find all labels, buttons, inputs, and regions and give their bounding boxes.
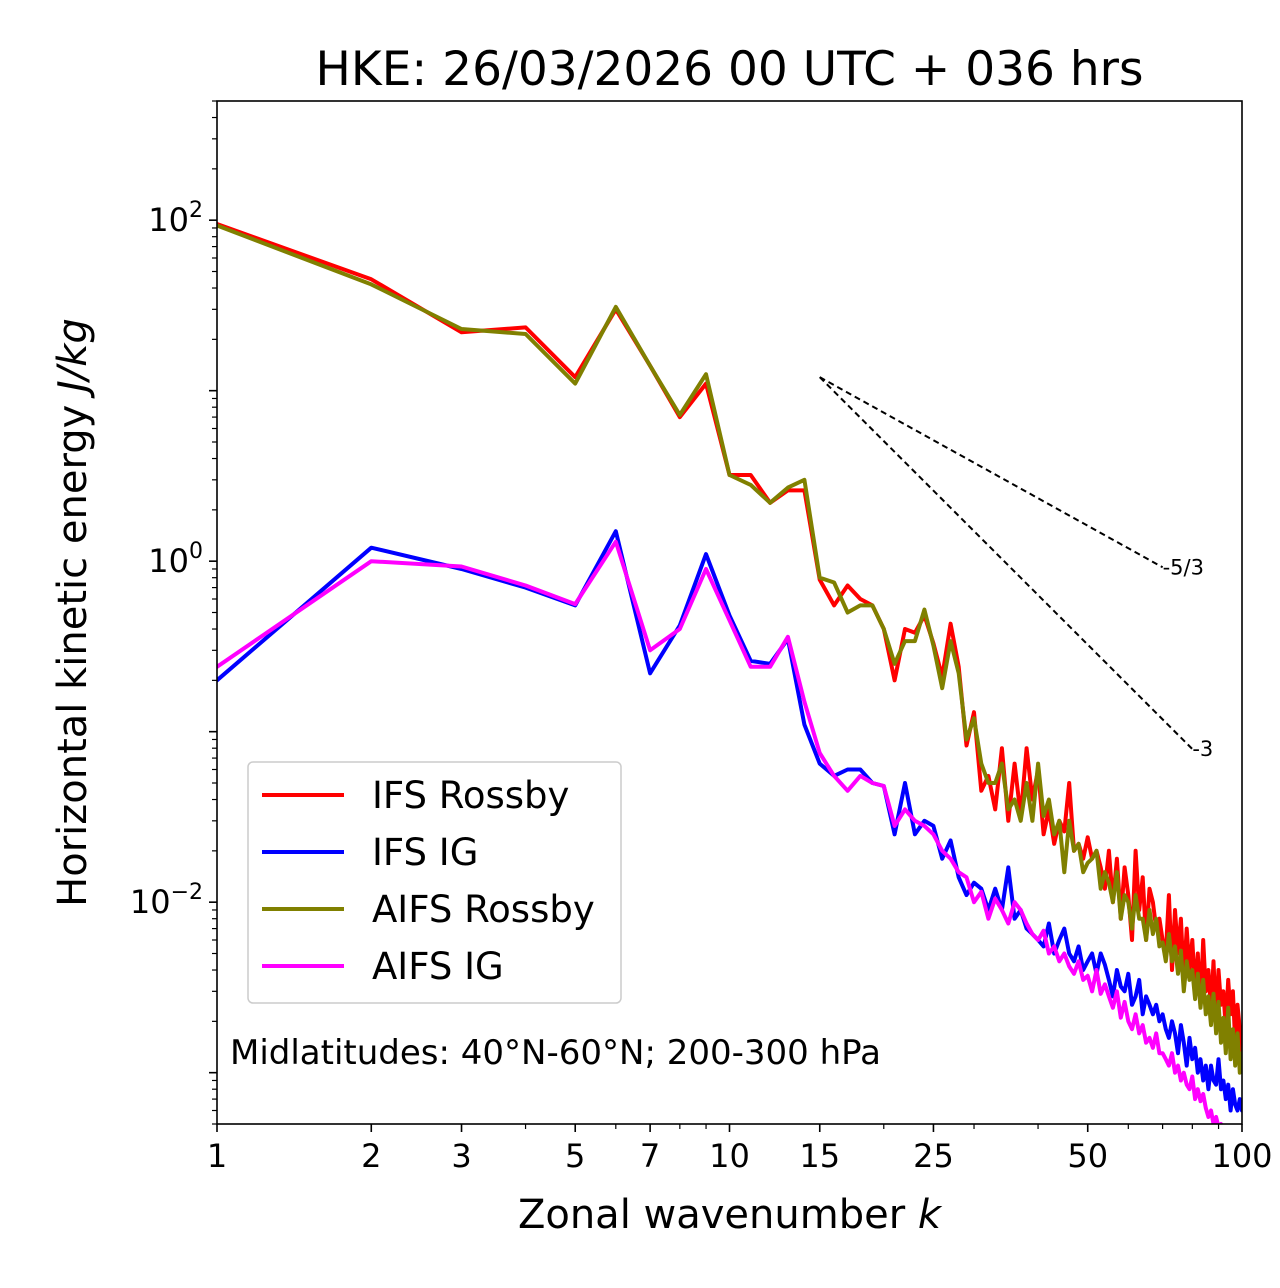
- y-tick-label-3: 10−2: [130, 880, 203, 921]
- x-axis-label: Zonal wavenumber k: [518, 1192, 943, 1238]
- x-tick-label-6: 10: [709, 1137, 750, 1175]
- legend: IFS Rossby IFS IG AIFS Rossby AIFS IG: [247, 761, 622, 1004]
- legend-label-4: AIFS IG: [372, 945, 504, 988]
- x-tick-label-5: 7: [640, 1137, 660, 1175]
- region-annotation: Midlatitudes: 40°N-60°N; 200-300 hPa: [230, 1033, 881, 1073]
- legend-label-1: IFS Rossby: [372, 774, 569, 817]
- x-tick-label-8: 25: [913, 1137, 954, 1175]
- legend-box: [247, 761, 622, 1004]
- y-tick-label-2: 100: [148, 539, 203, 580]
- y-tick-label-1: 102: [148, 198, 203, 239]
- x-tick-label-9: 50: [1067, 1137, 1108, 1175]
- x-axis-ticks: 1 2 3 5 7 10 15 25 50 100: [207, 1124, 1273, 1175]
- x-tick-label-4: 5: [565, 1137, 585, 1175]
- legend-label-3: AIFS Rossby: [372, 888, 595, 931]
- y-axis-label: Horizontal kinetic energy J/kg: [50, 318, 96, 907]
- x-tick-label-10: 100: [1211, 1137, 1272, 1175]
- series-layer: [217, 222, 1242, 1124]
- slope-line-1: [819, 376, 1164, 569]
- series-line-1: [217, 222, 1242, 1062]
- x-tick-label-2: 2: [361, 1137, 381, 1175]
- reference-slopes: [819, 376, 1194, 750]
- slope-label-2: -3: [1192, 737, 1213, 761]
- y-axis-ticks: 102 100 10−2: [130, 100, 217, 1125]
- x-tick-label-1: 1: [207, 1137, 227, 1175]
- series-line-4: [217, 539, 1224, 1124]
- series-line-2: [217, 529, 1242, 1113]
- legend-label-2: IFS IG: [372, 831, 478, 874]
- x-tick-label-3: 3: [451, 1137, 471, 1175]
- slope-line-2: [819, 376, 1194, 750]
- slope-label-1: -5/3: [1163, 555, 1204, 579]
- chart-title: HKE: 26/03/2026 00 UTC + 036 hrs: [316, 42, 1144, 97]
- series-line-3: [217, 223, 1242, 1075]
- x-tick-label-7: 15: [799, 1137, 840, 1175]
